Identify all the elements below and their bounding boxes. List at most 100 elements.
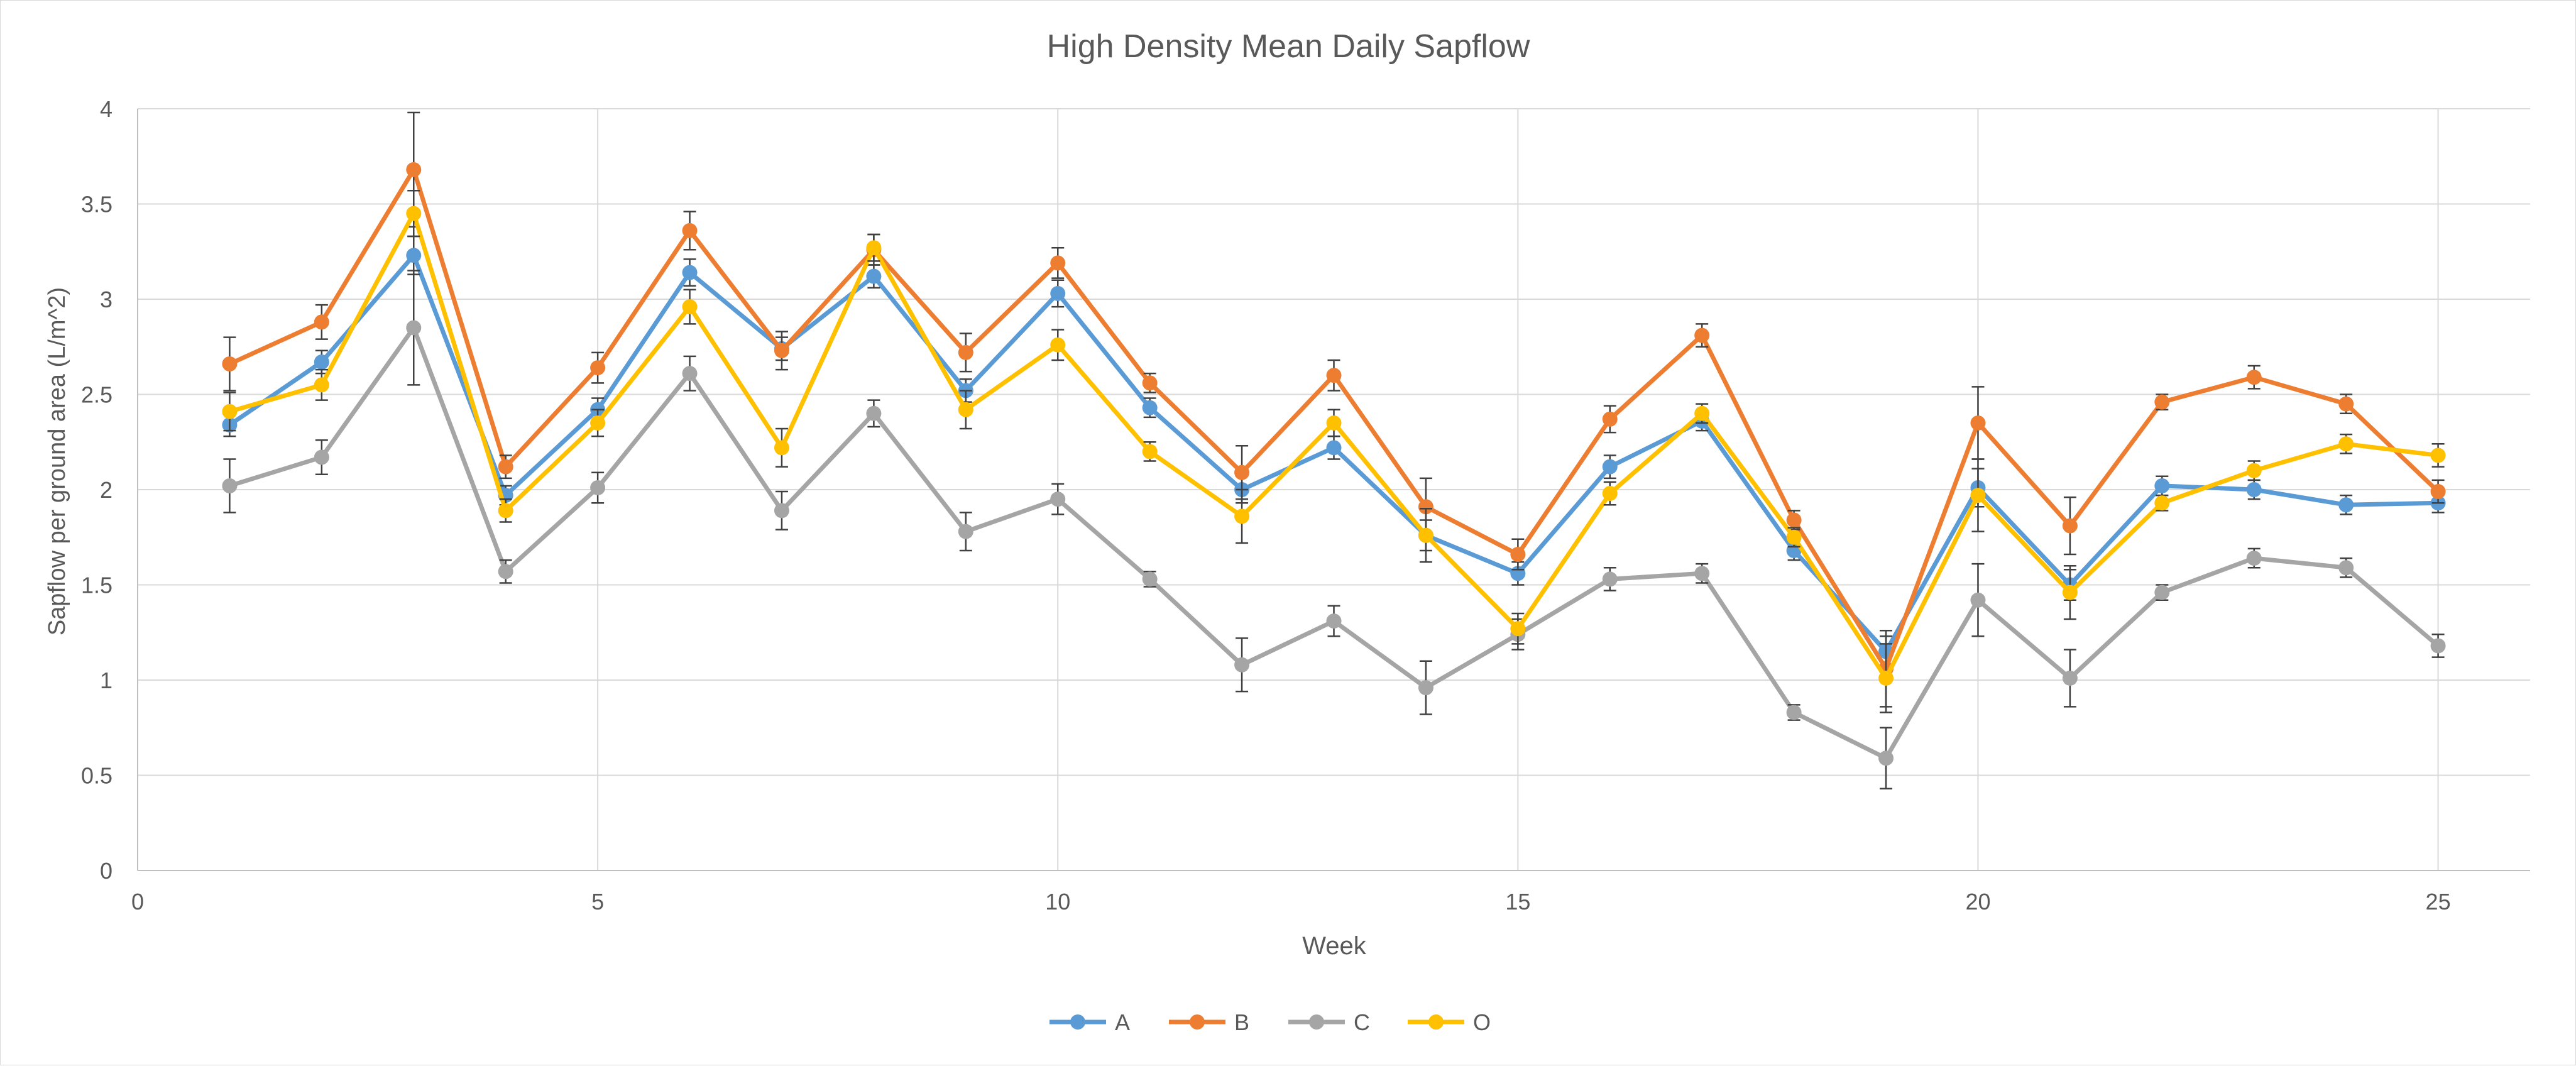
data-point (2246, 370, 2262, 385)
data-point (1602, 571, 1618, 587)
data-point (2154, 585, 2170, 600)
data-point (222, 404, 238, 419)
data-point (1326, 440, 1342, 456)
data-point (866, 240, 882, 256)
data-point (406, 248, 422, 263)
series-B (222, 111, 2446, 708)
data-point (2154, 495, 2170, 511)
data-point (2338, 560, 2354, 576)
data-point (314, 377, 329, 393)
data-point (314, 354, 329, 370)
data-point (1050, 285, 1066, 301)
data-point (1050, 337, 1066, 353)
data-point (2430, 638, 2446, 654)
data-point (2338, 436, 2354, 452)
data-point (866, 268, 882, 284)
data-point (1602, 486, 1618, 502)
data-point (406, 206, 422, 221)
y-tick-label: 3.5 (81, 192, 112, 217)
data-point (1786, 705, 1802, 720)
legend-label: C (1354, 1009, 1370, 1035)
data-point (1786, 512, 1802, 528)
series-C (222, 270, 2446, 789)
data-point (1970, 488, 1986, 503)
y-axis-title: Sapflow per ground area (L/m^2) (44, 287, 70, 635)
gridlines (137, 108, 2530, 871)
data-point (1234, 464, 1250, 480)
y-tick-label: 0 (100, 858, 112, 884)
y-tick-label: 3 (100, 287, 112, 312)
data-point (1602, 411, 1618, 427)
data-point (958, 524, 973, 539)
data-point (1694, 566, 1710, 581)
data-point (1234, 657, 1250, 673)
data-point (314, 449, 329, 465)
y-tick-label: 2.5 (81, 382, 112, 408)
data-point (1234, 508, 1250, 524)
data-point (1142, 444, 1158, 459)
legend-item-C: C (1288, 1009, 1370, 1035)
data-point (1970, 592, 1986, 608)
legend-label: B (1234, 1009, 1249, 1035)
data-point (2246, 482, 2262, 497)
x-tick-label: 10 (1045, 889, 1070, 915)
series-lines (222, 111, 2446, 789)
data-point (1694, 405, 1710, 421)
data-point (2154, 394, 2170, 410)
data-point (2430, 448, 2446, 463)
y-tick-label: 0.5 (81, 763, 112, 789)
legend-label: O (1473, 1009, 1491, 1035)
data-point (2246, 463, 2262, 478)
data-point (682, 223, 698, 238)
data-point (1142, 571, 1158, 587)
data-point (1418, 499, 1433, 515)
series-O (222, 190, 2446, 713)
data-point (774, 440, 789, 456)
x-tick-label: 15 (1505, 889, 1530, 915)
data-point (1510, 547, 1526, 563)
x-tick-label: 25 (2426, 889, 2451, 915)
data-point (1510, 621, 1526, 637)
legend-item-B: B (1169, 1009, 1249, 1035)
data-point (1326, 368, 1342, 383)
data-point (590, 360, 606, 376)
y-tick-label: 1.5 (81, 573, 112, 598)
legend-marker (1190, 1014, 1205, 1030)
data-point (590, 415, 606, 431)
data-point (1878, 750, 1894, 766)
data-point (2246, 551, 2262, 566)
data-point (1142, 400, 1158, 415)
data-point (498, 459, 513, 475)
data-point (314, 314, 329, 330)
x-tick-label: 5 (591, 889, 604, 915)
data-point (1142, 375, 1158, 391)
data-point (1326, 613, 1342, 629)
y-tick-label: 4 (100, 96, 112, 122)
data-point (682, 366, 698, 382)
data-point (1418, 527, 1433, 543)
x-tick-label: 0 (131, 889, 144, 915)
data-point (866, 405, 882, 421)
data-point (1694, 327, 1710, 343)
data-point (2338, 497, 2354, 513)
data-point (2338, 396, 2354, 412)
data-point (958, 344, 973, 360)
data-point (1786, 529, 1802, 545)
data-point (774, 343, 789, 358)
data-point (498, 503, 513, 519)
data-point (1418, 680, 1433, 696)
data-point (1878, 670, 1894, 686)
legend-marker (1070, 1014, 1085, 1030)
legend-item-A: A (1050, 1009, 1130, 1035)
data-point (774, 503, 789, 519)
data-point (682, 265, 698, 280)
data-point (2062, 518, 2078, 534)
data-point (2062, 670, 2078, 686)
legend-label: A (1115, 1009, 1130, 1035)
y-tick-label: 1 (100, 668, 112, 693)
legend-marker (1309, 1014, 1324, 1030)
data-point (1050, 492, 1066, 507)
x-tick-label: 20 (1965, 889, 1990, 915)
chart-title: High Density Mean Daily Sapflow (1047, 28, 1530, 65)
